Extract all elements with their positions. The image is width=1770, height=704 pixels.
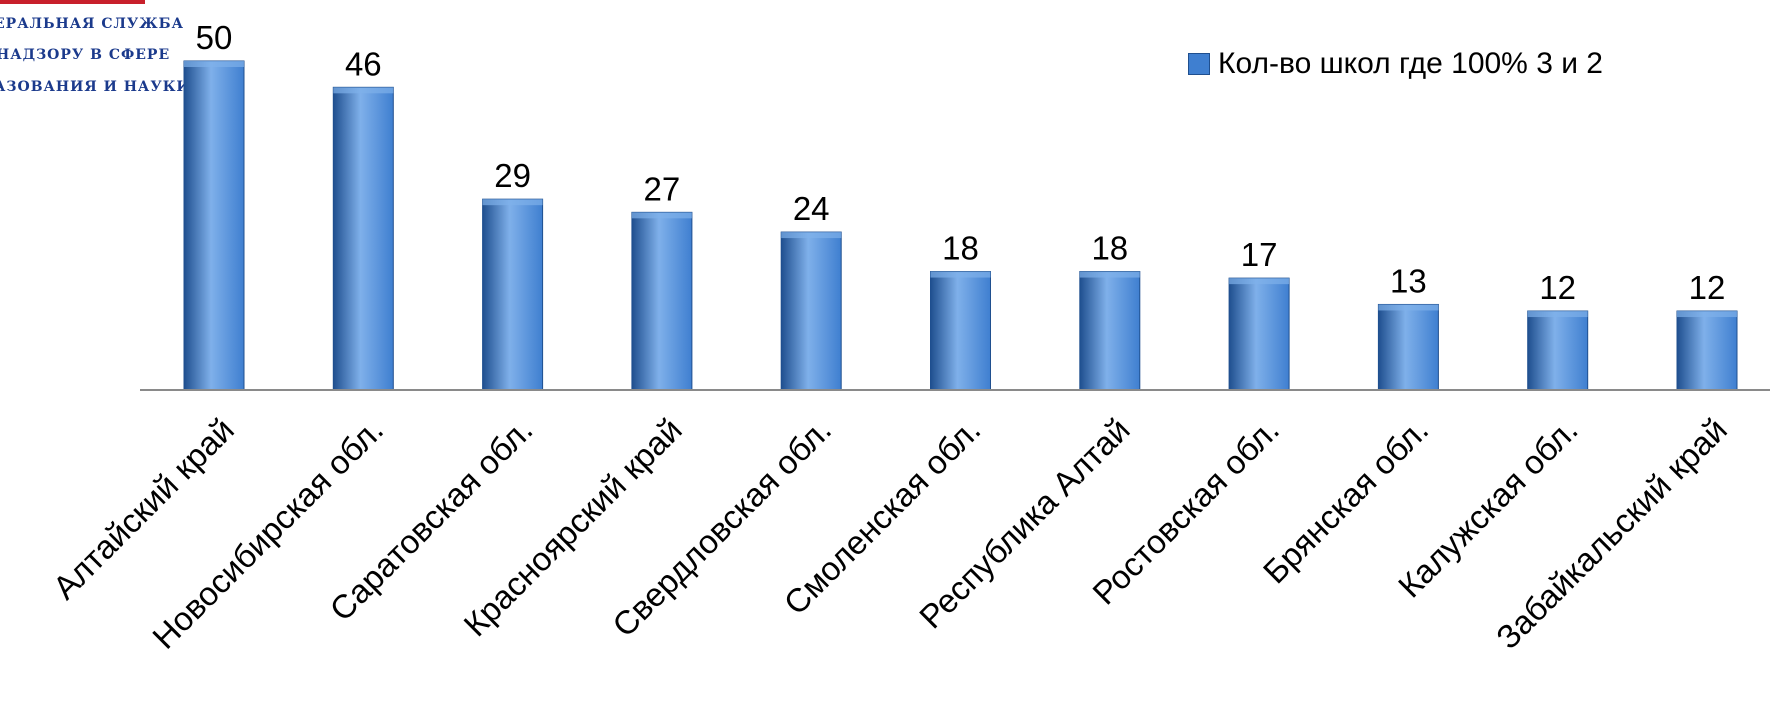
data-label: 50 <box>196 19 233 56</box>
bar <box>1527 310 1589 391</box>
bar-top-bevel <box>930 271 991 278</box>
data-label: 46 <box>345 45 382 82</box>
bar <box>780 231 842 391</box>
bars-group <box>183 60 1738 391</box>
legend-label: Кол-во школ где 100% 3 и 2 <box>1218 47 1603 80</box>
data-label: 18 <box>1091 230 1128 267</box>
bar <box>930 271 991 391</box>
bar <box>1079 271 1141 391</box>
bar-top-bevel <box>1079 271 1140 278</box>
bar-top-bevel <box>184 61 244 67</box>
bar <box>183 60 245 391</box>
bar <box>631 211 693 391</box>
bar-top-bevel <box>631 212 692 219</box>
bar-top-bevel <box>1378 304 1439 311</box>
bar-top-bevel <box>1677 311 1737 318</box>
legend-swatch <box>1188 53 1210 75</box>
data-label: 12 <box>1539 269 1576 306</box>
data-label: 29 <box>494 157 531 194</box>
data-label: 13 <box>1390 262 1427 299</box>
data-label: 18 <box>942 230 979 267</box>
data-label: 24 <box>793 190 830 227</box>
bar <box>1377 303 1439 391</box>
bar <box>1228 277 1290 391</box>
bar <box>1676 310 1738 391</box>
bar <box>332 86 394 391</box>
data-label: 27 <box>644 170 681 207</box>
bar-top-bevel <box>482 199 543 206</box>
bar <box>482 198 544 391</box>
bar-top-bevel <box>333 87 394 94</box>
logo-line-2: НАДЗОРУ В СФЕРЕ <box>0 47 171 63</box>
logo-red-bar <box>0 0 145 4</box>
legend: Кол-во школ где 100% 3 и 2 <box>1188 44 1603 84</box>
bar-top-bevel <box>1527 311 1588 318</box>
bar-top-bevel <box>781 232 842 239</box>
data-label: 12 <box>1689 269 1726 306</box>
bar-top-bevel <box>1229 278 1290 285</box>
data-label: 17 <box>1241 236 1278 273</box>
logo-line-1: ЕРАЛЬНАЯ СЛУЖБА <box>0 16 184 32</box>
logo: ЕРАЛЬНАЯ СЛУЖБА НАДЗОРУ В СФЕРЕ АЗОВАНИЯ… <box>0 0 190 110</box>
logo-line-3: АЗОВАНИЯ И НАУКИ <box>0 79 191 95</box>
data-labels-group: 50 46 29 27 24 18 18 17 13 12 12 <box>196 19 1726 306</box>
